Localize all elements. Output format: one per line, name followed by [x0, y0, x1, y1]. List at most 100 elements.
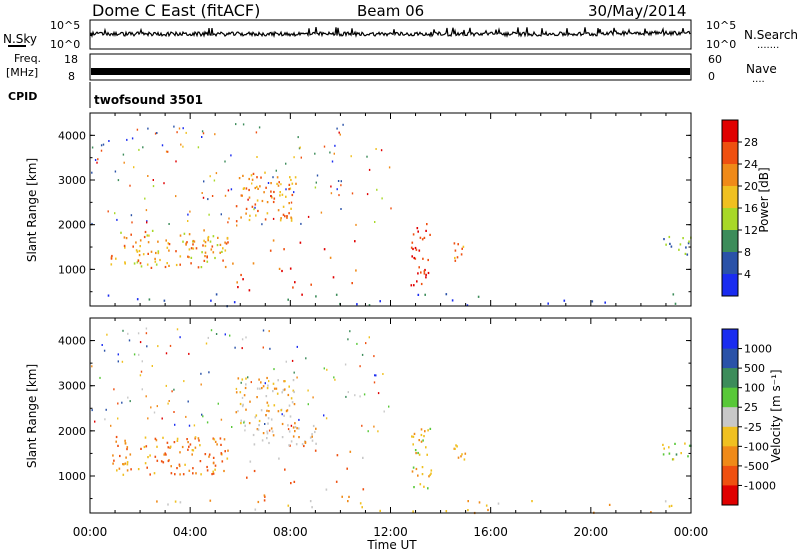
- velocity-cell: [423, 485, 425, 488]
- power-cell: [331, 160, 334, 163]
- velocity-cell: [294, 430, 296, 433]
- velocity-cell: [295, 443, 298, 446]
- power-cell: [111, 254, 113, 258]
- velocity-cell: [192, 467, 194, 470]
- velocity-cell: [174, 473, 176, 476]
- power-cell: [185, 243, 187, 246]
- power-cell: [686, 253, 689, 256]
- power-cell: [375, 148, 377, 150]
- power-colorbar: 4 8 12 16 20 24 28: [721, 119, 758, 297]
- velocity-cell: [445, 510, 448, 513]
- power-cell: [275, 169, 277, 172]
- power-cell: [235, 123, 237, 126]
- velocity-cell: [262, 385, 265, 388]
- velocity-cell: [150, 406, 152, 409]
- velocity-cell: [241, 405, 244, 408]
- velocity-cell: [650, 511, 652, 514]
- velocity-cell: [207, 336, 209, 339]
- power-cell: [203, 229, 205, 232]
- velocity-cell: [220, 452, 223, 455]
- velocity-cell: [430, 472, 432, 475]
- power-cell: [282, 205, 285, 208]
- velocity-cell: [156, 445, 158, 448]
- velocity-cell: [264, 382, 266, 385]
- power-cell: [410, 284, 413, 287]
- power-cell: [150, 266, 153, 269]
- power-cell: [266, 201, 269, 204]
- power-cell: [251, 178, 254, 181]
- velocity-echo-region: [252, 422, 317, 447]
- power-cell: [340, 208, 342, 210]
- velocity-cell: [174, 500, 177, 503]
- power-cell: [133, 166, 135, 169]
- colorbar-tick-label: 12: [744, 224, 758, 237]
- velocity-cell: [268, 380, 270, 383]
- velocity-echo-region: [662, 442, 692, 461]
- colorbar-tick-label: 16: [744, 202, 758, 215]
- velocity-cell: [139, 341, 142, 344]
- velocity-cell: [192, 449, 195, 452]
- power-cell: [255, 214, 257, 217]
- velocity-cell: [359, 502, 362, 505]
- velocity-cell: [169, 344, 172, 347]
- velocity-cell: [347, 391, 349, 394]
- velocity-cell: [294, 425, 297, 429]
- velocity-cell: [259, 387, 261, 390]
- velocity-cell: [99, 376, 101, 379]
- power-cell: [202, 196, 205, 199]
- power-cell: [329, 256, 332, 259]
- power-cell: [185, 131, 187, 134]
- velocity-cell: [326, 368, 328, 371]
- velocity-cell: [138, 353, 140, 356]
- power-cell: [237, 286, 239, 289]
- power-cell: [261, 223, 263, 226]
- velocity-cell: [288, 430, 291, 433]
- velocity-cell: [212, 472, 215, 475]
- power-cell: [187, 220, 189, 222]
- velocity-cell: [104, 418, 106, 421]
- power-cell: [182, 240, 184, 243]
- power-cell: [187, 213, 189, 216]
- colorbar-tick-label: 25: [744, 401, 758, 414]
- velocity-cell: [460, 455, 462, 458]
- velocity-cell: [296, 427, 298, 430]
- velocity-cell: [124, 439, 126, 442]
- power-cell: [334, 144, 336, 147]
- velocity-cell: [170, 465, 172, 468]
- velocity-cell: [293, 390, 295, 394]
- power-cell: [146, 234, 149, 237]
- velocity-cell: [292, 389, 295, 392]
- power-cell: [236, 281, 238, 284]
- power-cell: [289, 176, 291, 179]
- power-cell: [299, 241, 302, 244]
- power-cell: [147, 175, 149, 177]
- power-cell: [337, 180, 340, 182]
- velocity-cell: [333, 376, 335, 379]
- power-cell: [366, 193, 369, 196]
- power-cell: [124, 246, 126, 249]
- velocity-cell: [373, 381, 376, 384]
- power-cell: [94, 159, 97, 161]
- x-tick-label: 04:00: [173, 525, 208, 539]
- velocity-cell: [293, 403, 296, 406]
- power-cell: [252, 172, 255, 175]
- power-cell: [146, 221, 148, 224]
- power-cell: [227, 221, 229, 224]
- velocity-cell: [280, 409, 282, 412]
- velocity-cell: [126, 446, 129, 449]
- power-cell: [242, 278, 244, 281]
- velocity-cell: [113, 459, 115, 462]
- velocity-cell: [170, 472, 173, 475]
- velocity-cell: [266, 432, 269, 435]
- colorbar-tick-label: -1000: [744, 479, 776, 492]
- colorbar-swatch: [722, 348, 738, 369]
- power-cell: [135, 241, 137, 244]
- freq-panel: Freq. [MHz] 18 8 60 0 Nave ....: [6, 52, 777, 85]
- power-cell: [290, 178, 292, 182]
- power-cell: [180, 143, 182, 146]
- velocity-cell: [668, 452, 671, 455]
- velocity-cell: [229, 334, 231, 337]
- x-tick-label: 16:00: [473, 525, 508, 539]
- velocity-cell: [198, 439, 200, 442]
- velocity-cell: [266, 437, 268, 440]
